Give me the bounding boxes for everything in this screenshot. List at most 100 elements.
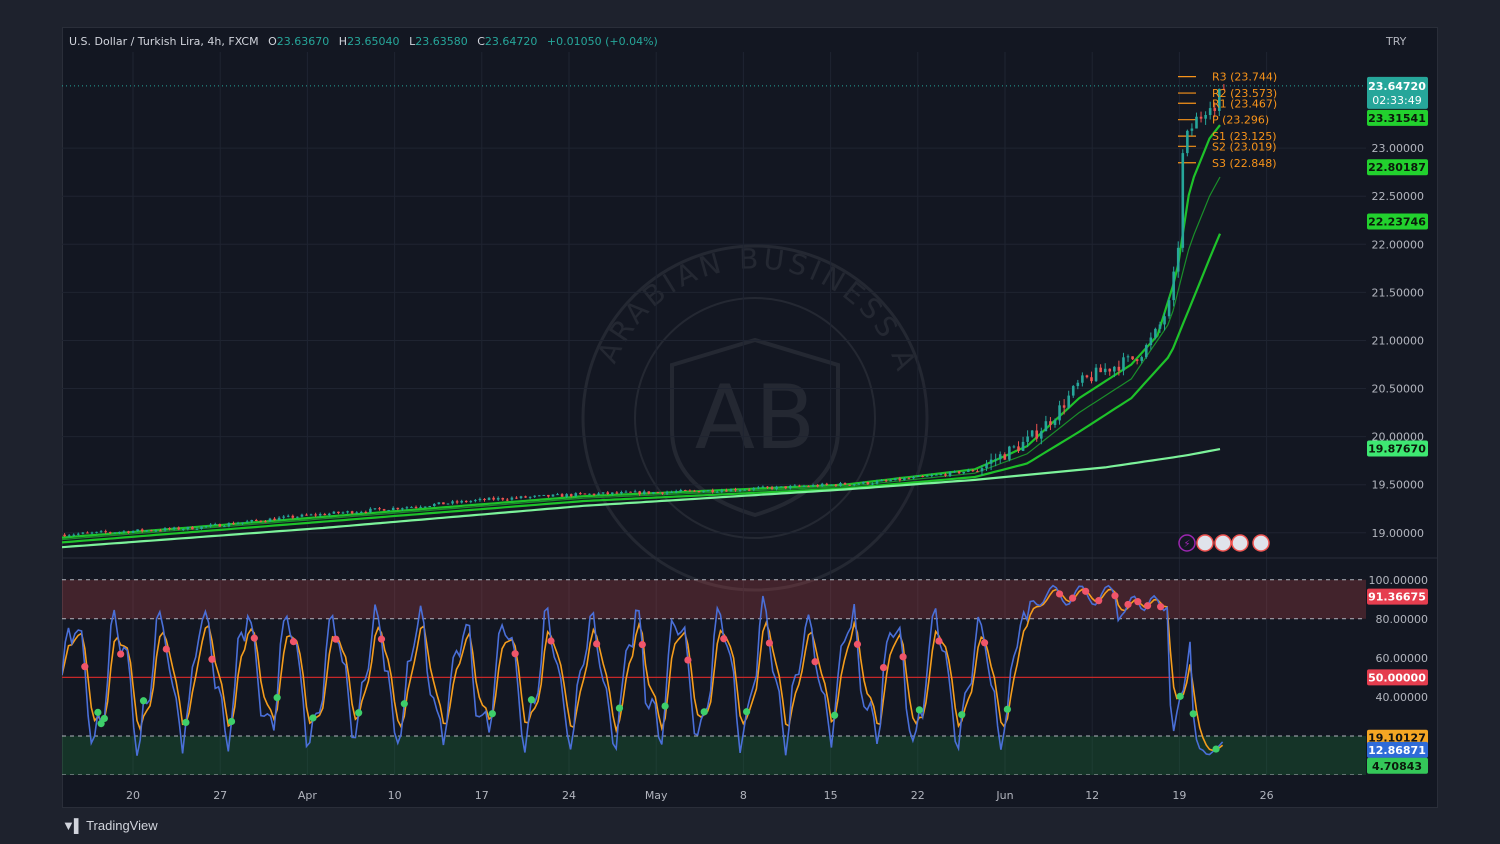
- badge-label: 23.31541: [1368, 112, 1426, 125]
- candle: [428, 506, 432, 508]
- candle: [1126, 356, 1130, 358]
- cross-dot: [208, 655, 216, 663]
- time-tick: 24: [562, 789, 576, 802]
- value-badge: [1367, 669, 1428, 686]
- candle: [916, 475, 920, 477]
- candle: [1058, 405, 1061, 421]
- candle: [172, 527, 176, 530]
- candle: [487, 497, 491, 501]
- candle: [706, 490, 710, 492]
- cross-dot: [899, 653, 907, 661]
- price-tick: 19.00000: [1372, 527, 1425, 540]
- candle: [903, 478, 906, 481]
- candle: [159, 530, 162, 532]
- candle: [81, 532, 85, 534]
- candle: [684, 490, 687, 492]
- cross-dot: [1189, 710, 1197, 718]
- value-badge: [1367, 729, 1428, 746]
- ma-line: [62, 233, 1222, 544]
- candle: [213, 524, 217, 526]
- candle: [816, 485, 819, 487]
- cross-dot: [935, 637, 943, 645]
- candle: [1122, 357, 1125, 371]
- badge-label: 19.87670: [1368, 442, 1426, 455]
- candle: [259, 520, 263, 522]
- cross-dot: [527, 696, 536, 704]
- cross-dot: [853, 640, 862, 648]
- candle: [884, 480, 888, 482]
- candle: [980, 468, 984, 472]
- candle: [579, 493, 582, 495]
- price-tick: 20.50000: [1372, 383, 1425, 396]
- flag-icon[interactable]: [1231, 534, 1249, 552]
- candle: [387, 510, 390, 512]
- cross-dot: [94, 708, 102, 716]
- candle: [775, 486, 778, 490]
- candle: [63, 534, 66, 537]
- last-price-label: 23.64720: [1368, 80, 1426, 93]
- badge-label: 12.86871: [1368, 744, 1426, 757]
- candle: [542, 494, 546, 496]
- candle: [1113, 366, 1116, 372]
- time-axis[interactable]: 20 27 Apr 10 17 24 May 8 15 22 Jun 12 19 26: [126, 789, 1274, 802]
- candle: [857, 483, 861, 485]
- candle: [1099, 367, 1102, 373]
- time-tick: 26: [1260, 789, 1274, 802]
- candle: [1003, 454, 1007, 460]
- cross-dot: [615, 704, 624, 712]
- candle: [1017, 446, 1020, 451]
- candle: [232, 523, 235, 525]
- flag-icon[interactable]: [1252, 534, 1270, 552]
- candle: [976, 471, 979, 473]
- candle: [328, 513, 331, 516]
- price-tick: 22.00000: [1372, 238, 1425, 251]
- candle: [492, 497, 495, 500]
- candle: [501, 497, 505, 500]
- candle: [77, 533, 80, 535]
- tradingview-logo[interactable]: ▼▌ TradingView: [62, 818, 158, 833]
- candle: [1021, 441, 1025, 451]
- cross-dot: [100, 714, 108, 723]
- ma-line: [62, 448, 1221, 549]
- cross-dot: [377, 635, 386, 643]
- candle: [296, 516, 299, 518]
- candle: [807, 486, 810, 488]
- candle: [104, 531, 107, 533]
- event-icons[interactable]: ⚡: [1178, 534, 1270, 552]
- time-tick: 27: [213, 789, 227, 802]
- price-axis[interactable]: 19.00000 19.50000 20.00000 20.50000 21.00000…: [1372, 142, 1425, 540]
- candle: [291, 515, 295, 518]
- candle: [948, 471, 952, 476]
- candle: [966, 470, 970, 472]
- candle: [1090, 377, 1093, 382]
- candle: [1163, 316, 1166, 325]
- symbol-legend[interactable]: U.S. Dollar / Turkish Lira, 4h, FXCM O23…: [69, 35, 658, 48]
- cross-dot: [743, 708, 751, 716]
- cross-dot: [1212, 745, 1220, 753]
- candle: [218, 524, 222, 527]
- candle: [935, 474, 938, 476]
- candle: [939, 474, 943, 476]
- lightning-icon[interactable]: [1178, 534, 1196, 552]
- candle: [423, 506, 427, 508]
- stoch-tick: 80.00000: [1376, 613, 1429, 626]
- candle: [282, 516, 285, 518]
- candle: [437, 502, 441, 504]
- candle: [638, 491, 641, 495]
- flag-icon[interactable]: [1214, 534, 1232, 552]
- candle: [830, 484, 833, 486]
- pivot-label: R3 (23.744): [1212, 71, 1277, 84]
- candle: [268, 518, 272, 522]
- candle: [880, 480, 883, 482]
- cross-dot: [700, 708, 708, 716]
- high-value: 23.65040: [347, 35, 400, 48]
- candle: [483, 498, 486, 501]
- candle: [1026, 436, 1029, 442]
- flag-icon[interactable]: [1196, 534, 1214, 552]
- candle: [277, 517, 281, 521]
- stoch-axis[interactable]: 40.00000 60.00000 80.00000 100.00000: [1369, 574, 1429, 704]
- candle: [665, 492, 669, 494]
- candle: [250, 520, 254, 522]
- low-value: 23.63580: [415, 35, 468, 48]
